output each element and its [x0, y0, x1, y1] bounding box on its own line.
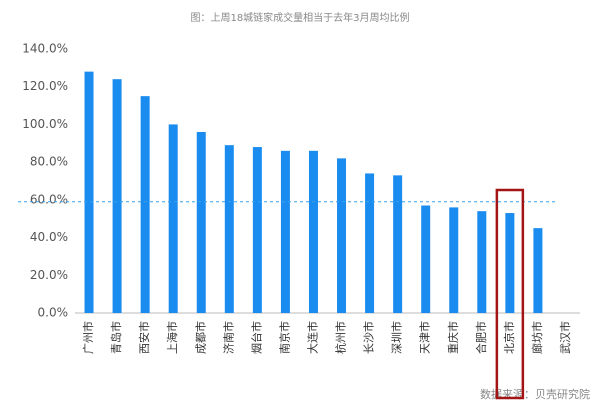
y-tick-label: 0.0% — [38, 306, 69, 320]
x-tick-label: 西安市 — [137, 321, 151, 354]
x-tick-label: 合肥市 — [474, 321, 488, 354]
x-tick-label: 大连市 — [305, 321, 319, 354]
x-tick-label: 北京市 — [502, 321, 516, 354]
x-tick-label: 成都市 — [193, 321, 207, 354]
x-tick-label: 重庆市 — [446, 321, 460, 354]
y-tick-label: 60.0% — [30, 192, 68, 206]
bar — [393, 175, 403, 313]
bar — [505, 213, 515, 313]
bar — [252, 147, 262, 313]
x-tick-label: 烟台市 — [249, 321, 263, 354]
y-tick-label: 20.0% — [30, 268, 68, 282]
x-tick-label: 廊坊市 — [530, 321, 544, 354]
bar — [365, 173, 375, 313]
x-tick-label: 长沙市 — [362, 321, 376, 354]
bar — [168, 124, 178, 313]
y-tick-label: 80.0% — [30, 155, 68, 169]
bar — [533, 228, 543, 313]
x-tick-label: 武汉市 — [558, 321, 572, 354]
bar — [224, 145, 234, 313]
bar — [337, 158, 347, 313]
bar — [196, 131, 206, 313]
highlight-box — [495, 188, 525, 400]
y-tick-label: 100.0% — [22, 117, 68, 131]
y-tick-label: 140.0% — [22, 42, 68, 56]
bar — [280, 150, 290, 313]
chart-title: 图：上周18城链家成交量相当于去年3月周均比例 — [190, 11, 409, 24]
x-tick-label: 天津市 — [418, 321, 432, 354]
x-tick-label: 青岛市 — [109, 321, 123, 354]
x-tick-label: 深圳市 — [390, 321, 404, 354]
bar — [112, 79, 122, 314]
bar — [140, 96, 150, 314]
bar — [449, 207, 459, 313]
x-tick-label: 上海市 — [165, 321, 179, 354]
bar — [477, 211, 487, 313]
x-tick-label: 杭州市 — [334, 321, 348, 354]
bar — [84, 71, 94, 313]
y-tick-label: 40.0% — [30, 230, 68, 244]
x-tick-label: 南京市 — [277, 321, 291, 354]
x-tick-label: 济南市 — [221, 321, 235, 354]
bar — [308, 150, 318, 313]
x-tick-label: 广州市 — [81, 321, 95, 354]
bar — [421, 205, 431, 313]
y-tick-label: 120.0% — [22, 79, 68, 93]
